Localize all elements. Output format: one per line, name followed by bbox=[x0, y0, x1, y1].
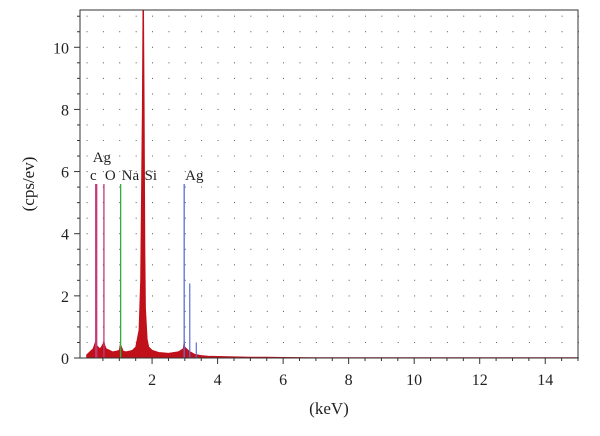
grid-dot-pattern bbox=[86, 15, 579, 359]
x-axis-title: (keV) bbox=[309, 399, 349, 418]
x-tick-label-10: 10 bbox=[406, 372, 422, 389]
element-markers: c Ag O Na Si Ag bbox=[90, 150, 204, 358]
grid-dots bbox=[86, 15, 579, 359]
axis-ticks: 2 4 6 8 10 12 14 0 2 4 6 8 10 bbox=[53, 15, 579, 389]
y-axis-title: (cps/ev) bbox=[19, 157, 38, 212]
y-tick-label-6: 6 bbox=[61, 165, 69, 182]
y-tick-label-0: 0 bbox=[61, 351, 69, 368]
element-label-na-3: Na bbox=[122, 168, 140, 184]
element-label-si-4: Si bbox=[145, 168, 158, 184]
y-tick-label-4: 4 bbox=[61, 227, 69, 244]
x-tick-label-12: 12 bbox=[472, 372, 488, 389]
element-label-o-2: O bbox=[105, 168, 116, 184]
plot-frame bbox=[79, 9, 579, 359]
x-tick-label-2: 2 bbox=[148, 372, 156, 389]
element-label-c-0: c bbox=[90, 168, 97, 184]
spectrum-layer bbox=[86, 9, 579, 359]
spectrum-area bbox=[86, 9, 579, 359]
x-tick-label-14: 14 bbox=[537, 372, 553, 389]
x-tick-label-4: 4 bbox=[214, 372, 222, 389]
x-tick-label-8: 8 bbox=[345, 372, 353, 389]
y-tick-label-8: 8 bbox=[61, 102, 69, 119]
element-label-ag-5: Ag bbox=[185, 168, 204, 184]
y-tick-label-10: 10 bbox=[53, 40, 69, 57]
y-tick-label-2: 2 bbox=[61, 289, 69, 306]
element-label-ag-1: Ag bbox=[93, 150, 112, 166]
x-tick-label-6: 6 bbox=[279, 372, 287, 389]
